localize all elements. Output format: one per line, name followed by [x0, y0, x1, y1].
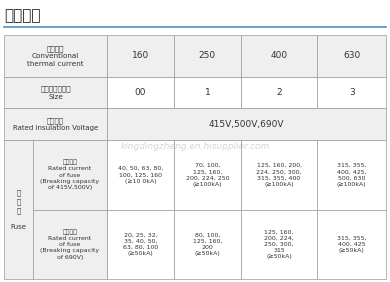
Bar: [107, 109, 386, 140]
Bar: [174, 210, 241, 279]
Text: 630: 630: [343, 52, 360, 60]
Text: 125, 160, 200,
224, 250, 300,
315, 355, 400
(≥100kA): 125, 160, 200, 224, 250, 300, 315, 355, …: [256, 163, 302, 187]
Bar: [317, 35, 386, 77]
Text: 315, 355,
400, 425
(≥50kA): 315, 355, 400, 425 (≥50kA): [337, 236, 367, 253]
Bar: [317, 77, 386, 109]
Text: 70, 100,
125, 160,
200, 224, 250
(≥100kA): 70, 100, 125, 160, 200, 224, 250 (≥100kA…: [186, 163, 229, 187]
Bar: [107, 140, 174, 210]
Text: 2: 2: [276, 88, 282, 97]
Bar: [241, 35, 317, 77]
Text: 400: 400: [271, 52, 288, 60]
Text: 00: 00: [135, 88, 146, 97]
Text: kingdingzheng.en.hisupplier.com: kingdingzheng.en.hisupplier.com: [121, 142, 269, 151]
Text: 160: 160: [132, 52, 149, 60]
Text: 额定电压
Rated insulation Voltage: 额定电压 Rated insulation Voltage: [13, 117, 98, 131]
Text: 额定电流
Rated current
of fuse
(Breaking capacity
of 690V): 额定电流 Rated current of fuse (Breaking cap…: [41, 229, 99, 260]
Bar: [174, 35, 241, 77]
Text: 315, 355,
400, 425,
500, 630
(≥100kA): 315, 355, 400, 425, 500, 630 (≥100kA): [337, 163, 367, 187]
Bar: [241, 140, 317, 210]
Text: 常用类型
Conventional
thermal current: 常用类型 Conventional thermal current: [27, 45, 84, 67]
Bar: [174, 140, 241, 210]
Text: 配用熔断器尺寸
Size: 配用熔断器尺寸 Size: [40, 85, 71, 100]
Text: 20, 25, 32,
35, 40, 50,
63, 80, 100
(≥50kA): 20, 25, 32, 35, 40, 50, 63, 80, 100 (≥50…: [123, 233, 158, 256]
Text: 熔
断
器

Fuse: 熔 断 器 Fuse: [11, 190, 27, 230]
Text: 80, 100,
125, 160,
200
(≥50kA): 80, 100, 125, 160, 200 (≥50kA): [193, 233, 222, 256]
Bar: [241, 77, 317, 109]
Bar: [317, 210, 386, 279]
Bar: [107, 77, 174, 109]
Bar: [4, 35, 107, 77]
Text: 1: 1: [204, 88, 210, 97]
Text: 技术参数: 技术参数: [4, 8, 41, 23]
Bar: [107, 35, 174, 77]
Text: 40, 50, 63, 80,
100, 125, 160
(≥10 0kA): 40, 50, 63, 80, 100, 125, 160 (≥10 0kA): [118, 166, 163, 184]
Bar: [4, 109, 107, 140]
Bar: [33, 140, 107, 210]
Bar: [107, 210, 174, 279]
Bar: [33, 210, 107, 279]
Bar: [241, 210, 317, 279]
Text: 3: 3: [349, 88, 355, 97]
Text: 额定电流
Rated current
of fuse
(Breaking capacity
of 415V,500V): 额定电流 Rated current of fuse (Breaking cap…: [41, 160, 99, 190]
Bar: [174, 77, 241, 109]
Text: 415V,500V,690V: 415V,500V,690V: [209, 120, 284, 129]
Bar: [4, 77, 107, 109]
Text: 250: 250: [199, 52, 216, 60]
Bar: [4, 140, 33, 279]
Bar: [317, 140, 386, 210]
Text: 125, 160,
200, 224,
250, 300,
315
(≥50kA): 125, 160, 200, 224, 250, 300, 315 (≥50kA…: [264, 230, 294, 259]
